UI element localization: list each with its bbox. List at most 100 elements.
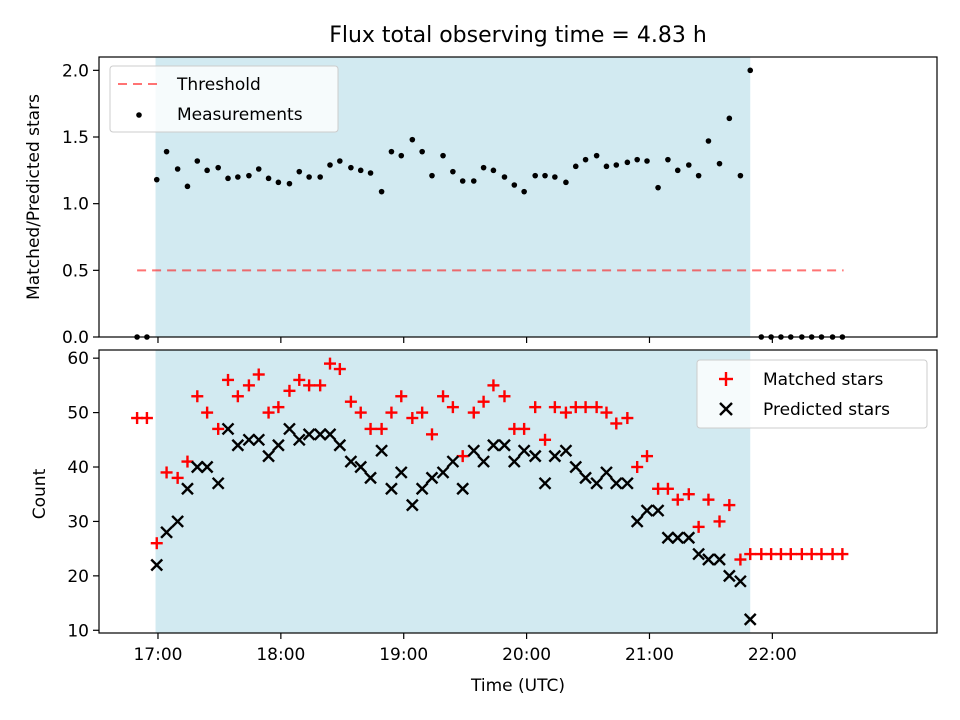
predicted-star-point (621, 476, 634, 490)
predicted-star-point (292, 433, 306, 447)
measurement-point (388, 148, 395, 155)
predicted-star-point (313, 428, 327, 441)
predicted-star-point (734, 574, 747, 588)
matched-star-point (140, 412, 153, 425)
matched-star-point (784, 548, 797, 561)
measurement-point (398, 152, 405, 159)
matched-star-point (600, 406, 613, 419)
matched-star-point (222, 373, 235, 386)
measurement-point (552, 174, 558, 180)
measurement-point (521, 188, 527, 195)
measurement-point (665, 156, 671, 163)
chart-title: Flux total observing time = 4.83 h (329, 23, 707, 48)
measurement-point (429, 172, 435, 179)
predicted-star-point (446, 455, 460, 468)
count-y-tick-label: 20 (67, 567, 89, 587)
legend-predicted-swatch (719, 402, 733, 416)
predicted-star-point (262, 449, 275, 463)
predicted-star-point (200, 460, 214, 474)
x-tick-label: 19:00 (379, 645, 428, 665)
predicted-star-point (375, 444, 388, 458)
legend-matched-swatch (719, 372, 733, 386)
matched-star-point (631, 461, 644, 474)
predicted-star-point (181, 482, 194, 496)
predicted-star-point (661, 531, 675, 545)
count-y-tick-label: 60 (67, 349, 89, 369)
predicted-star-point (272, 438, 285, 452)
matched-star-point (303, 379, 316, 392)
measurement-point (726, 115, 733, 122)
predicted-star-point (671, 531, 685, 545)
measurement-point (184, 183, 191, 190)
matched-star-point (231, 390, 244, 403)
ratio-y-label: Matched/Predicted stars (24, 94, 44, 300)
predicted-star-point (590, 476, 603, 490)
matched-star-point (815, 548, 828, 561)
measurement-point (695, 172, 702, 179)
measurement-point (705, 138, 712, 144)
x-tick-label: 22:00 (748, 645, 797, 665)
matched-star-point (242, 379, 255, 392)
ratio-y-tick-label: 1.0 (62, 195, 89, 215)
count-y-tick-label: 40 (67, 458, 89, 478)
predicted-star-point (333, 438, 347, 452)
matched-star-point (395, 390, 408, 403)
matched-star-point (621, 412, 634, 425)
predicted-star-point (283, 422, 296, 436)
predicted-star-point (487, 438, 500, 452)
matched-star-point (702, 493, 715, 506)
matched-star-point (661, 482, 674, 495)
matched-star-point (713, 515, 726, 528)
count-x-axis: 17:00 18:00 19:00 20:00 21:00 22:00 (133, 633, 797, 665)
measurement-point (542, 172, 548, 179)
measurement-point (480, 164, 487, 171)
count-y-tick-label: 50 (67, 404, 89, 424)
matched-star-point (487, 379, 500, 392)
measurement-point (306, 174, 312, 180)
x-tick-label: 18:00 (256, 645, 305, 665)
ratio-legend-box (109, 65, 339, 133)
measurement-point (450, 168, 456, 175)
count-panel: 10 20 30 40 50 60 17:00 18:00 19:00 20:00 21:00 22… (30, 349, 938, 696)
measurement-point (419, 148, 425, 155)
predicted-star-point (211, 476, 225, 490)
measurement-point (378, 188, 385, 195)
matched-star-point (734, 553, 747, 566)
measurement-point (163, 148, 170, 155)
predicted-star-point (190, 460, 204, 474)
matched-star-point (385, 406, 398, 419)
measurement-point (603, 163, 610, 170)
measurement-point (265, 175, 272, 182)
measurement-point (215, 164, 221, 171)
measurement-point (153, 176, 160, 183)
matched-star-point (150, 537, 163, 550)
ratio-y-tick-label: 2.0 (62, 61, 89, 81)
matched-star-point (425, 428, 438, 441)
predicted-star-point (221, 422, 235, 436)
ratio-y-tick-label: 0.0 (62, 328, 89, 348)
measurement-point (593, 152, 600, 159)
predicted-star-point (702, 553, 715, 566)
matched-star-point (723, 499, 736, 512)
matched-star-point (477, 395, 490, 408)
matched-star-point (498, 390, 511, 403)
predicted-star-point (507, 455, 521, 468)
ratio-x-ticks (157, 337, 773, 343)
predicted-star-point (364, 471, 377, 485)
matched-star-point (283, 384, 296, 397)
ratio-panel: 0.00.51.01.52.0 Matched/Predicted stars … (24, 56, 938, 348)
matched-star-point (579, 401, 592, 414)
count-legend: Matched stars Predicted stars (696, 359, 928, 429)
predicted-star-point (498, 438, 511, 452)
matched-star-point (375, 422, 388, 435)
predicted-star-point (415, 482, 429, 496)
measurement-point (337, 158, 343, 164)
measurement-point (613, 162, 620, 168)
predicted-star-point (323, 428, 337, 441)
matched-star-point (406, 412, 419, 425)
x-tick-label: 21:00 (625, 645, 674, 665)
matched-star-point (836, 548, 849, 561)
measurement-point (296, 168, 303, 175)
matched-star-points (131, 357, 849, 566)
